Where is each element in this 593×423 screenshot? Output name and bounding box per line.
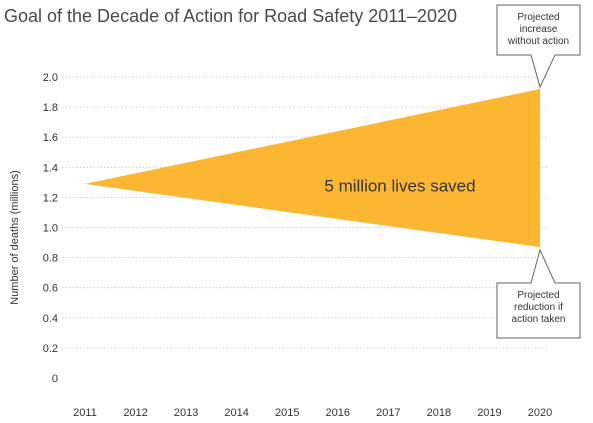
x-tick-label: 2020 — [528, 407, 552, 419]
callout-text: without action — [507, 36, 569, 47]
x-tick-label: 2015 — [275, 407, 299, 419]
chart-title: Goal of the Decade of Action for Road Sa… — [4, 6, 457, 26]
lives-saved-band — [85, 89, 540, 248]
callout-text: Projected — [517, 12, 559, 23]
y-tick-label: 0.6 — [43, 283, 58, 295]
y-tick-label: 1.6 — [43, 132, 58, 144]
y-tick-label: 0.8 — [43, 253, 58, 265]
y-tick-label: 1.0 — [43, 223, 58, 235]
y-tick-label: 0 — [52, 373, 58, 385]
area-label: 5 million lives saved — [324, 176, 475, 195]
callout-box — [496, 4, 581, 89]
callout-text: Projected — [517, 290, 559, 301]
x-tick-label: 2013 — [174, 407, 198, 419]
callout-text: action taken — [512, 314, 566, 325]
callout-text: reduction if — [514, 302, 563, 313]
y-axis-ticks: 0 0.2 0.4 0.6 0.8 1.0 1.2 1.4 1.6 1.8 2.0 — [43, 72, 58, 385]
y-tick-label: 2.0 — [43, 72, 58, 84]
x-tick-label: 2014 — [224, 407, 248, 419]
y-tick-label: 1.2 — [43, 192, 58, 204]
y-tick-label: 0.2 — [43, 343, 58, 355]
y-tick-label: 1.4 — [43, 162, 58, 174]
x-tick-label: 2017 — [376, 407, 400, 419]
y-tick-label: 0.4 — [43, 313, 58, 325]
x-tick-label: 2019 — [477, 407, 501, 419]
x-axis-ticks: 2011 2012 2013 2014 2015 2016 2017 2018 2019 2020 — [73, 407, 552, 419]
y-axis-label: Number of deaths (millions) — [9, 170, 21, 305]
x-tick-label: 2018 — [427, 407, 451, 419]
x-tick-label: 2016 — [326, 407, 350, 419]
x-tick-label: 2011 — [73, 407, 97, 419]
y-tick-label: 1.8 — [43, 102, 58, 114]
callout-text: increase — [520, 24, 558, 35]
callout-box — [496, 248, 581, 339]
x-tick-label: 2012 — [123, 407, 147, 419]
